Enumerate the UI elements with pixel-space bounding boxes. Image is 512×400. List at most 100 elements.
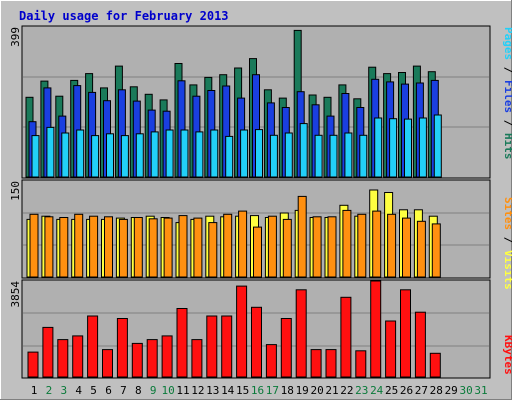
bar-kbytes [191, 339, 203, 378]
y-max-label-hits: 399 [9, 27, 22, 47]
bar-sites [208, 222, 218, 278]
bar-sites [223, 213, 233, 278]
bar-kbytes [72, 335, 84, 378]
chart-title: Daily usage for February 2013 [19, 9, 229, 23]
day-label: 26 [400, 384, 413, 397]
legend-sep: / [502, 230, 512, 250]
day-label: 5 [90, 384, 97, 397]
bar-pages [240, 129, 249, 178]
bar-pages [314, 134, 323, 178]
bar-sites [118, 218, 128, 278]
day-label: 30 [459, 384, 472, 397]
bar-sites [193, 217, 203, 278]
bar-pages [374, 117, 383, 178]
bars-kbytes [27, 280, 441, 378]
bar-sites [267, 215, 277, 278]
bar-pages [418, 117, 427, 178]
bar-sites [133, 217, 143, 278]
day-label: 25 [385, 384, 398, 397]
day-label: 22 [340, 384, 353, 397]
bar-sites [402, 217, 411, 278]
bar-kbytes [355, 350, 367, 378]
bar-kbytes [206, 315, 218, 378]
bar-pages [76, 129, 85, 178]
bar-sites [416, 220, 426, 278]
day-label: 17 [266, 384, 279, 397]
bar-pages [150, 131, 159, 178]
day-label: 1 [31, 384, 38, 397]
bar-sites [89, 215, 99, 278]
bar-pages [359, 134, 368, 178]
day-label: 28 [430, 384, 443, 397]
bars-hits-files-pages [25, 29, 442, 178]
bar-pages [135, 133, 144, 178]
day-label: 6 [105, 384, 112, 397]
day-label: 10 [161, 384, 174, 397]
bar-kbytes [385, 320, 397, 378]
bar-sites [74, 213, 84, 278]
day-label: 12 [191, 384, 204, 397]
x-axis-day-labels: 1 2 3 4 5 6 7 8 9 10 11 12 13 14 15 16 17 18 19 20 21 22 23 24 2… [31, 384, 488, 397]
bar-pages [180, 129, 189, 178]
series-legend-kbytes: KBytes [502, 335, 512, 375]
bar-kbytes [42, 326, 54, 378]
bar-sites [372, 210, 382, 278]
bar-kbytes [414, 311, 426, 378]
bar-sites [163, 217, 173, 278]
bar-sites [178, 215, 188, 278]
bar-pages [284, 132, 293, 178]
bar-sites [297, 195, 307, 278]
y-max-label-kbytes: 3854 [9, 281, 22, 308]
bar-kbytes [370, 280, 382, 378]
day-label: 4 [75, 384, 82, 397]
bar-sites [357, 213, 367, 278]
bar-pages [344, 132, 353, 178]
day-label: 13 [206, 384, 219, 397]
legend-kbytes: KBytes [502, 335, 512, 375]
bar-pages [210, 129, 219, 178]
day-label: 23 [355, 384, 368, 397]
day-label: 29 [445, 384, 458, 397]
bar-pages [120, 135, 129, 178]
day-label: 19 [296, 384, 309, 397]
bar-pages [46, 126, 55, 178]
day-label: 14 [221, 384, 235, 397]
day-label: 15 [236, 384, 249, 397]
bar-kbytes [325, 349, 337, 378]
bar-kbytes [310, 349, 322, 378]
legend-pages: Pages [502, 27, 512, 60]
bar-pages [106, 133, 114, 178]
day-label: 24 [370, 384, 384, 397]
bar-pages [225, 135, 234, 178]
day-label: 2 [46, 384, 53, 397]
bar-sites [238, 210, 248, 278]
day-label: 31 [474, 384, 487, 397]
bar-sites [312, 216, 322, 278]
bar-pages [389, 118, 398, 178]
day-label: 3 [60, 384, 67, 397]
bar-kbytes [161, 335, 173, 378]
bar-kbytes [87, 315, 99, 378]
day-label: 9 [150, 384, 157, 397]
legend-sep: / [502, 60, 512, 80]
bar-sites [253, 226, 262, 278]
bar-sites [387, 213, 397, 278]
bar-kbytes [27, 351, 39, 378]
bar-pages [329, 134, 338, 178]
bar-kbytes [102, 349, 113, 378]
bar-kbytes [236, 285, 248, 378]
bar-sites [104, 216, 113, 278]
day-label: 8 [135, 384, 142, 397]
bar-kbytes [176, 308, 188, 378]
legend-files: Files [502, 80, 512, 113]
bar-kbytes [400, 289, 411, 378]
bars-visits-sites [26, 189, 441, 278]
bar-pages [91, 135, 100, 178]
bar-pages [165, 129, 174, 178]
bar-kbytes [221, 315, 233, 378]
bar-sites [59, 217, 69, 278]
bar-kbytes [57, 339, 69, 378]
bar-kbytes [146, 339, 158, 378]
bar-kbytes [340, 296, 352, 378]
